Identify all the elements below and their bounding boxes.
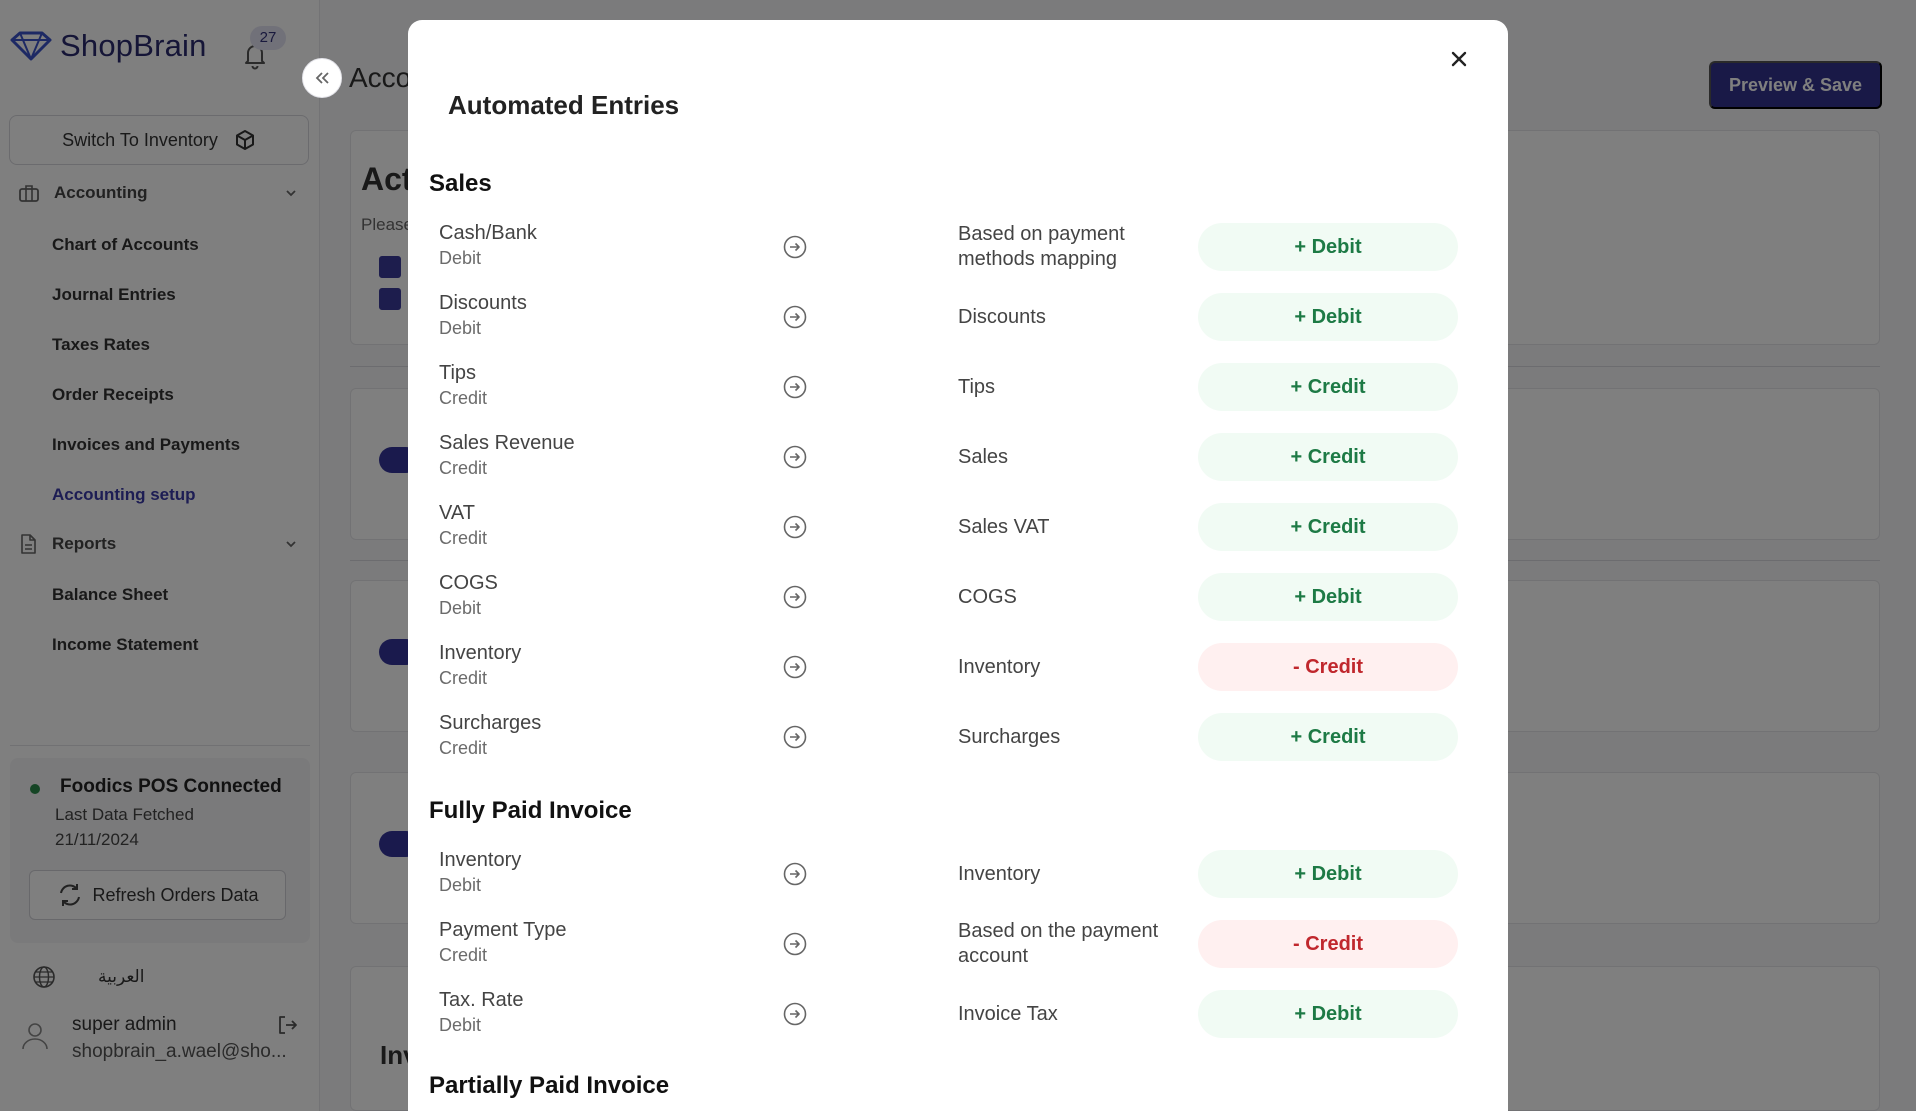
modal-title: Automated Entries	[448, 90, 680, 120]
close-icon	[1451, 51, 1467, 67]
entry-target-account: Surcharges	[958, 725, 1061, 748]
entry-effect-badge: + Debit	[1198, 223, 1458, 271]
entry-target-account: Inventory	[958, 655, 1041, 678]
entry-account-name: Cash/Bank	[439, 222, 537, 244]
arrow-circle-right-icon	[783, 585, 807, 609]
entry-target-account: Discounts	[958, 305, 1046, 328]
entry-target-account: Based on the payment account	[958, 920, 1159, 967]
entry-row-tips: Tips Credit Tips + Credit	[408, 360, 1508, 426]
entry-row-inventory: Inventory Debit Inventory + Debit	[408, 847, 1508, 913]
entry-effect-badge: + Debit	[1198, 293, 1458, 341]
section-title-partially-paid-invoice: Partially Paid Invoice	[429, 1072, 670, 1099]
arrow-circle-right-icon	[783, 445, 807, 469]
entry-target-account: COGS	[958, 585, 1017, 608]
entry-account-type: Debit	[439, 875, 482, 895]
entry-account-name: Tax. Rate	[439, 989, 524, 1011]
entry-account-name: Sales Revenue	[439, 432, 575, 454]
entry-account-name: Tips	[439, 362, 477, 384]
entry-target-account: Based on payment methods mapping	[958, 223, 1125, 270]
entry-account-name: COGS	[439, 572, 498, 594]
arrow-circle-right-icon	[783, 932, 807, 956]
entry-row-cogs: COGS Debit COGS + Debit	[408, 570, 1508, 636]
arrow-circle-right-icon	[783, 725, 807, 749]
entry-row-sales-revenue: Sales Revenue Credit Sales + Credit	[408, 430, 1508, 496]
entry-account-type: Credit	[439, 668, 488, 688]
entry-target-account: Inventory	[958, 862, 1041, 885]
entry-account-type: Credit	[439, 458, 488, 478]
entry-row-inventory: Inventory Credit Inventory - Credit	[408, 640, 1508, 706]
entry-account-type: Credit	[439, 945, 488, 965]
collapse-sidebar-button[interactable]	[302, 58, 342, 98]
arrow-circle-right-icon	[783, 375, 807, 399]
entry-account-type: Debit	[439, 248, 482, 268]
close-button[interactable]	[1444, 44, 1474, 74]
entry-target-account: Tips	[958, 375, 996, 398]
entry-effect-badge: + Credit	[1198, 503, 1458, 551]
entry-target-account: Sales	[958, 445, 1009, 468]
section-title-fully-paid-invoice: Fully Paid Invoice	[429, 797, 632, 824]
arrow-circle-right-icon	[783, 655, 807, 679]
entry-row-tax-rate: Tax. Rate Debit Invoice Tax + Debit	[408, 987, 1508, 1053]
arrow-circle-right-icon	[783, 1002, 807, 1026]
entry-effect-badge: + Debit	[1198, 573, 1458, 621]
entry-row-discounts: Discounts Debit Discounts + Debit	[408, 290, 1508, 356]
automated-entries-modal: Automated Entries Sales Cash/Bank Debit Bas…	[408, 20, 1508, 1111]
entry-account-type: Debit	[439, 1015, 482, 1035]
entry-row-vat: VAT Credit Sales VAT + Credit	[408, 500, 1508, 566]
chevrons-left-icon	[315, 72, 329, 84]
entry-row-payment-type: Payment Type Credit Based on the payment a…	[408, 917, 1508, 983]
section-title-sales: Sales	[429, 170, 492, 197]
entry-account-type: Credit	[439, 388, 488, 408]
entry-row-surcharges: Surcharges Credit Surcharges + Credit	[408, 710, 1508, 776]
entry-account-type: Credit	[439, 528, 488, 548]
entry-account-type: Credit	[439, 738, 488, 758]
arrow-circle-right-icon	[783, 515, 807, 539]
entry-effect-badge: + Credit	[1198, 363, 1458, 411]
entry-account-name: VAT	[439, 502, 475, 524]
entry-effect-badge: + Debit	[1198, 990, 1458, 1038]
entry-effect-badge: - Credit	[1198, 643, 1458, 691]
entry-target-account: Sales VAT	[958, 515, 1050, 538]
entry-target-account: Invoice Tax	[958, 1002, 1058, 1025]
entry-account-type: Debit	[439, 318, 482, 338]
entry-account-name: Inventory	[439, 849, 522, 871]
entry-row-cash-bank: Cash/Bank Debit Based on payment methods m…	[408, 220, 1508, 286]
entry-account-name: Inventory	[439, 642, 522, 664]
entry-account-type: Debit	[439, 598, 482, 618]
entry-account-name: Discounts	[439, 292, 527, 314]
entry-effect-badge: + Credit	[1198, 713, 1458, 761]
arrow-circle-right-icon	[783, 235, 807, 259]
entry-account-name: Payment Type	[439, 919, 567, 941]
entry-effect-badge: - Credit	[1198, 920, 1458, 968]
arrow-circle-right-icon	[783, 305, 807, 329]
entry-effect-badge: + Debit	[1198, 850, 1458, 898]
entry-effect-badge: + Credit	[1198, 433, 1458, 481]
entry-account-name: Surcharges	[439, 712, 542, 734]
arrow-circle-right-icon	[783, 862, 807, 886]
